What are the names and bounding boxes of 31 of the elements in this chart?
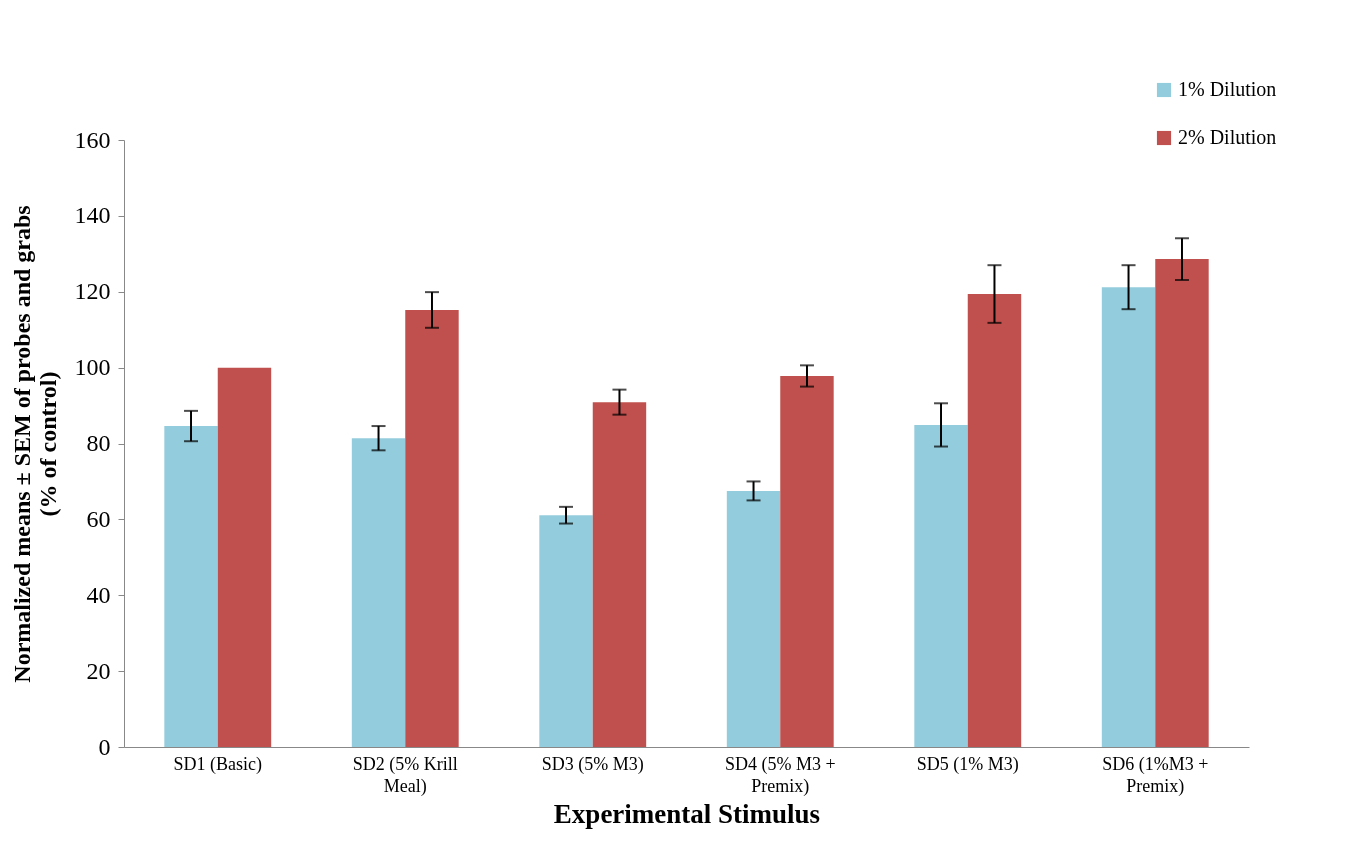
bar: [1101, 287, 1156, 747]
y-tick-label: 60: [86, 505, 111, 532]
bar: [164, 426, 218, 747]
legend-label: 1% Dilution: [1178, 78, 1277, 100]
bar: [967, 294, 1022, 747]
y-tick-label: 140: [74, 202, 111, 229]
y-tick-label: 20: [86, 657, 111, 684]
x-tick-label: SD4 (5% M3 + Premix): [724, 753, 836, 797]
bar: [592, 402, 647, 747]
bar: [539, 515, 593, 747]
y-tick-label: 80: [86, 430, 111, 456]
bar: [405, 309, 459, 747]
y-tick-label: 0: [98, 733, 111, 760]
x-tick-label: SD2 (5% Krill Meal): [352, 753, 458, 797]
x-axis-title: Experimental Stimulus: [553, 798, 821, 829]
bar: [351, 438, 406, 747]
bar: [780, 375, 834, 747]
y-tick-label: 120: [74, 278, 111, 305]
y-axis-title: Normalized means ± SEM of probes and grabs (% of control): [8, 205, 61, 683]
bar: [914, 424, 968, 747]
x-tick-label: SD6 (1%M3 + Premix): [1102, 753, 1209, 797]
y-tick-label: 40: [86, 581, 111, 608]
y-tick-label: 100: [74, 354, 111, 381]
legend-label: 2% Dilution: [1178, 126, 1277, 148]
bar: [726, 490, 781, 747]
x-tick-label: SD1 (Basic): [173, 753, 262, 775]
bar: [217, 367, 272, 747]
y-tick-label: 160: [74, 126, 111, 153]
x-tick-label: SD3 (5% M3): [541, 753, 644, 775]
x-tick-label: SD5 (1% M3): [916, 753, 1019, 775]
bar: [1155, 259, 1209, 747]
